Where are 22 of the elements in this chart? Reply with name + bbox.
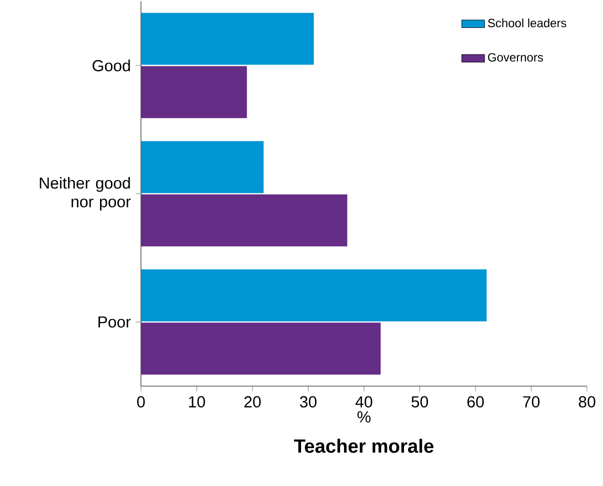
x-tick-label: 80 — [578, 396, 596, 408]
x-axis-title: % — [357, 411, 371, 422]
x-tick-label: 60 — [467, 396, 484, 408]
bar — [140, 194, 348, 246]
y-tick-label: Poor — [98, 316, 131, 328]
x-tick-label: 40 — [355, 396, 372, 408]
x-tick-label: 20 — [244, 396, 261, 408]
bar — [140, 269, 487, 322]
bar — [140, 66, 247, 118]
x-tick-label: 30 — [300, 396, 317, 408]
y-tick-label: Neither good nor poor — [40, 176, 131, 211]
x-tick-label: 50 — [412, 396, 428, 408]
y-tick-label: Good — [92, 60, 130, 72]
x-tick-label: 0 — [137, 396, 145, 408]
legend-label: Governors — [488, 53, 543, 62]
bar — [140, 12, 314, 65]
text: Teacher morale — [294, 438, 434, 453]
x-tick-label: 10 — [189, 396, 205, 408]
legend-label: School leaders — [488, 18, 566, 28]
x-tick-label: 70 — [523, 396, 540, 408]
bar — [140, 322, 381, 375]
bar — [140, 141, 264, 194]
